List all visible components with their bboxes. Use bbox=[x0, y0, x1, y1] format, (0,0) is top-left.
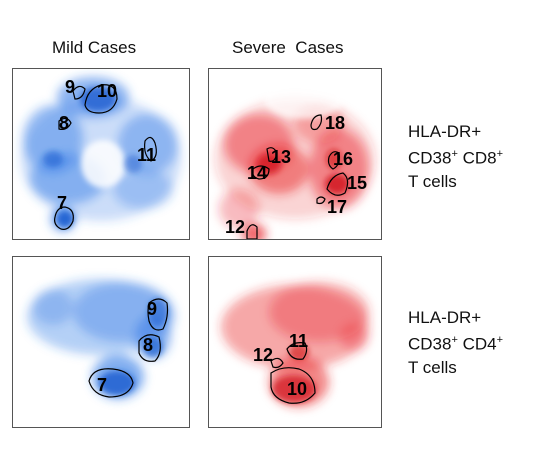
cluster-label: 8 bbox=[59, 113, 69, 133]
cluster-label: 9 bbox=[65, 77, 75, 97]
row-label-line3: T cells bbox=[408, 357, 457, 377]
tsne-plot-mild-cd8: 9 10 8 11 7 bbox=[21, 77, 181, 231]
cluster-label: 11 bbox=[289, 331, 308, 351]
row-label-line2: CD38+ CD8+ bbox=[408, 148, 504, 168]
cluster-label: 16 bbox=[333, 149, 353, 169]
cluster-label: 12 bbox=[253, 345, 273, 365]
tsne-plot-severe-cd4: 11 12 10 bbox=[221, 282, 369, 407]
cluster-label: 9 bbox=[147, 299, 157, 319]
cluster-label: 10 bbox=[287, 379, 307, 399]
cluster-label: 17 bbox=[327, 197, 347, 217]
panel-mild-cd4: 9 8 7 bbox=[12, 256, 190, 428]
row-label-cd8: HLA-DR+ CD38+ CD8+ T cells bbox=[408, 120, 503, 193]
column-title-mild: Mild Cases bbox=[52, 38, 137, 57]
row-label-line2: CD38+ CD4+ bbox=[408, 334, 504, 354]
tsne-plot-mild-cd4: 9 8 7 bbox=[27, 279, 175, 399]
row-label-line1: HLA-DR+ bbox=[408, 122, 482, 141]
tsne-plot-severe-cd8: 18 13 14 16 15 17 12 bbox=[215, 79, 375, 239]
cluster-label: 18 bbox=[325, 113, 345, 133]
row-label-cd4: HLA-DR+ CD38+ CD4+ T cells bbox=[408, 306, 503, 379]
panel-mild-cd8: 9 10 8 11 7 bbox=[12, 68, 190, 240]
row-label-line1: HLA-DR+ bbox=[408, 308, 482, 327]
panel-severe-cd8: 18 13 14 16 15 17 12 bbox=[208, 68, 382, 240]
cluster-label: 14 bbox=[247, 163, 267, 183]
cluster-label: 7 bbox=[97, 375, 107, 395]
cluster-label: 13 bbox=[271, 147, 291, 167]
cluster-label: 10 bbox=[97, 81, 117, 101]
row-label-line3: T cells bbox=[408, 171, 457, 191]
cluster-label: 12 bbox=[225, 217, 245, 237]
cluster-label: 11 bbox=[137, 145, 156, 165]
cluster-label: 8 bbox=[143, 335, 153, 355]
panel-severe-cd4: 11 12 10 bbox=[208, 256, 382, 428]
cluster-label: 15 bbox=[347, 173, 367, 193]
cluster-label: 7 bbox=[57, 193, 67, 213]
column-title-severe: Severe Cases bbox=[232, 38, 344, 57]
